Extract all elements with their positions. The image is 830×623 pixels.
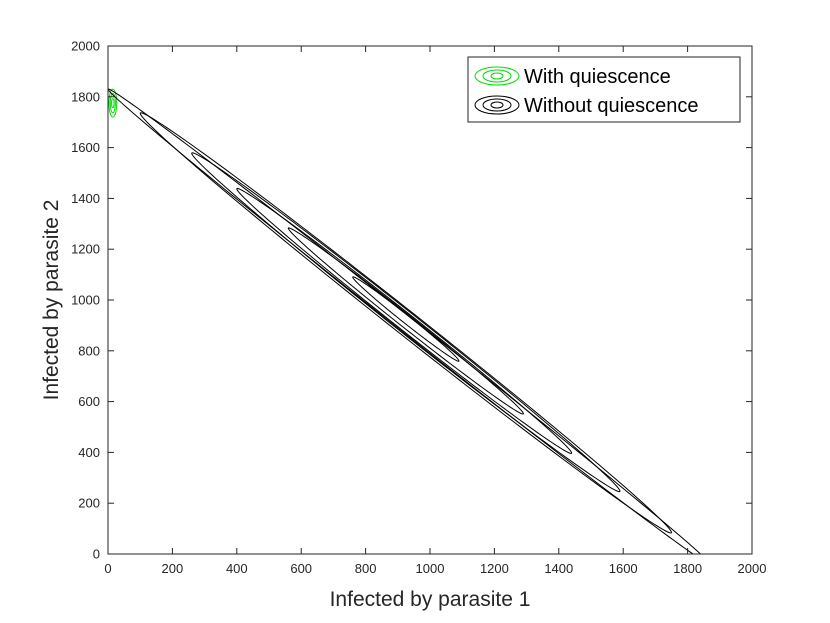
- legend-symbol-without-quiescence: [474, 95, 520, 115]
- x-tick-label: 0: [104, 561, 111, 576]
- y-tick-label: 0: [93, 547, 100, 562]
- x-tick-label: 1000: [416, 561, 445, 576]
- x-axis: 0 200 400 600 800 1000 1200 1400 1600 1800 2000: [104, 46, 766, 576]
- contour-without-quiescence: [236, 187, 573, 454]
- y-tick-label: 1200: [71, 242, 100, 257]
- x-tick-label: 800: [355, 561, 377, 576]
- x-tick-label: 1400: [544, 561, 573, 576]
- legend-label-without-quiescence: Without quiescence: [524, 95, 699, 117]
- legend-ellipse: [482, 98, 512, 112]
- y-tick-label: 200: [78, 496, 100, 511]
- legend-ellipse: [490, 101, 504, 109]
- legend-label-with-quiescence: With quiescence: [524, 66, 671, 88]
- y-tick-label: 400: [78, 445, 100, 460]
- y-tick-label: 1600: [71, 140, 100, 155]
- x-tick-label: 1200: [480, 561, 509, 576]
- legend: With quiescence Without quiescence: [467, 56, 741, 123]
- y-tick-label: 800: [78, 343, 100, 358]
- x-tick-label: 400: [226, 561, 248, 576]
- contour-without-quiescence: [108, 88, 702, 554]
- y-tick-label: 2000: [71, 39, 100, 54]
- x-tick-label: 200: [162, 561, 184, 576]
- contour-with-quiescence: [109, 92, 116, 114]
- contour-with-quiescence: [111, 98, 115, 109]
- contour-layer: [108, 88, 702, 554]
- legend-ellipse: [474, 66, 520, 86]
- y-axis: 0 200 400 600 800 1000 1200 1400 1600 1800 2000: [71, 39, 752, 562]
- contour-without-quiescence: [139, 112, 673, 534]
- x-axis-label: Infected by parasite 1: [330, 588, 531, 611]
- y-tick-label: 1800: [71, 89, 100, 104]
- y-tick-label: 600: [78, 394, 100, 409]
- y-tick-label: 1400: [71, 191, 100, 206]
- contour-without-quiescence: [352, 276, 460, 362]
- legend-ellipse: [490, 72, 504, 80]
- y-axis-label: Infected by parasite 2: [40, 200, 63, 401]
- x-tick-label: 1600: [609, 561, 638, 576]
- contour-with-quiescence: [108, 88, 118, 118]
- legend-symbol-with-quiescence: [474, 66, 520, 86]
- legend-ellipse: [474, 95, 520, 115]
- legend-ellipse: [482, 69, 512, 83]
- x-tick-label: 2000: [738, 561, 767, 576]
- x-tick-label: 1800: [673, 561, 702, 576]
- y-tick-label: 1000: [71, 293, 100, 308]
- x-tick-label: 600: [290, 561, 312, 576]
